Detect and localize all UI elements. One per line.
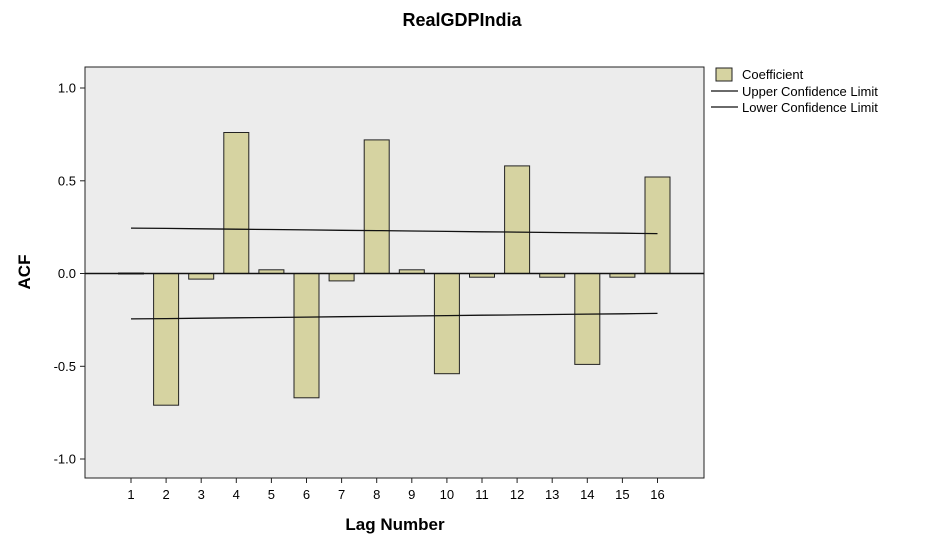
- bar-lag-4: [223, 132, 250, 274]
- bar-lag-14: [574, 273, 601, 365]
- x-tick-label: 7: [338, 487, 345, 502]
- legend-label-coefficient: Coefficient: [742, 67, 804, 82]
- x-tick-label: 11: [475, 487, 489, 502]
- x-tick-label: 15: [615, 487, 629, 502]
- x-tick-label: 3: [198, 487, 205, 502]
- x-tick-label: 9: [408, 487, 415, 502]
- x-tick-label: 14: [580, 487, 594, 502]
- y-tick-label: -0.5: [54, 359, 76, 374]
- confidence-lines: [130, 227, 658, 320]
- y-tick-label: 1.0: [58, 81, 76, 96]
- x-tick-label: 6: [303, 487, 310, 502]
- chart-title: RealGDPIndia: [402, 10, 522, 30]
- legend-label-lower-limit: Lower Confidence Limit: [742, 100, 878, 115]
- x-tick-label: 16: [650, 487, 664, 502]
- x-tick-label: 8: [373, 487, 380, 502]
- x-tick-label: 10: [440, 487, 454, 502]
- legend: Coefficient Upper Confidence Limit Lower…: [711, 67, 878, 115]
- x-tick-label: 5: [268, 487, 275, 502]
- legend-label-upper-limit: Upper Confidence Limit: [742, 84, 878, 99]
- y-tick-label: 0.5: [58, 173, 76, 188]
- bar-lag-12: [504, 165, 531, 274]
- x-tick-label: 4: [233, 487, 240, 502]
- plot-area: [84, 66, 705, 479]
- x-tick-label: 2: [162, 487, 169, 502]
- bar-series: [118, 132, 671, 406]
- bar-lag-7: [328, 273, 355, 282]
- bar-lag-16: [644, 176, 671, 274]
- bar-lag-3: [188, 273, 215, 280]
- x-tick-label: 12: [510, 487, 524, 502]
- upper-confidence-line: [130, 227, 658, 235]
- bar-lag-10: [433, 273, 460, 375]
- bar-lag-2: [153, 273, 180, 406]
- lower-confidence-line: [130, 312, 658, 320]
- bar-lag-6: [293, 273, 320, 399]
- y-tick-label: 0.0: [58, 266, 76, 281]
- x-tick-label: 1: [127, 487, 134, 502]
- x-tick-label: 13: [545, 487, 559, 502]
- y-axis: 1.0 0.5 0.0 -0.5 -1.0: [54, 81, 85, 467]
- x-axis: 1 2 3 4 5 6 7 8 9 10 11 12 13 14 15 16: [127, 478, 665, 502]
- bar-lag-8: [363, 139, 390, 274]
- y-tick-label: -1.0: [54, 452, 76, 467]
- y-axis-label: ACF: [15, 255, 34, 290]
- x-axis-label: Lag Number: [345, 515, 445, 534]
- legend-swatch-coefficient: [715, 67, 733, 82]
